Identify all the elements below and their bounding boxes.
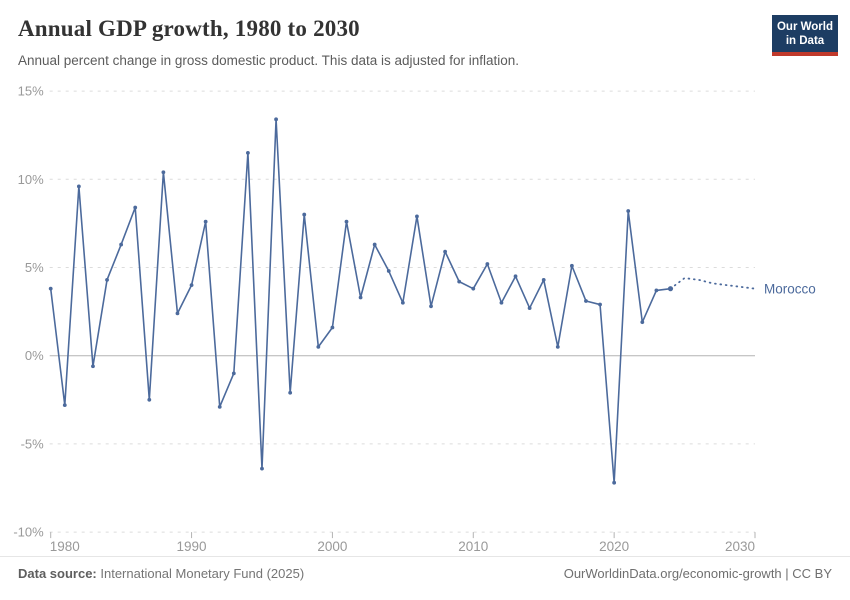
x-tick-label: 1990 [177,539,207,554]
data-source-value: International Monetary Fund (2025) [96,566,305,581]
data-point[interactable] [260,466,264,471]
owid-logo-line2: in Data [785,35,825,47]
y-tick-label: -5% [21,436,45,451]
data-point[interactable] [386,269,391,273]
data-point[interactable] [640,320,645,325]
data-point[interactable] [541,277,546,282]
y-tick-label: 15% [18,84,44,99]
data-point[interactable] [584,299,588,303]
data-point[interactable] [654,288,659,293]
chart-footer: Data source: International Monetary Fund… [0,556,850,600]
data-point[interactable] [415,214,419,219]
data-point[interactable] [400,300,405,305]
data-point[interactable] [555,344,560,349]
data-point[interactable] [598,302,602,307]
x-tick-label: 2020 [599,539,629,554]
data-point[interactable] [119,242,124,247]
data-point[interactable] [485,262,490,266]
data-point[interactable] [316,344,321,349]
data-point[interactable] [429,304,433,309]
data-point[interactable] [612,480,617,485]
data-point[interactable] [471,286,476,291]
data-point[interactable] [626,209,631,213]
data-point[interactable] [175,311,180,316]
data-source-label: Data source: [18,566,97,581]
data-source: Data source: International Monetary Fund… [18,566,304,581]
entity-label[interactable]: Morocco [764,281,816,296]
data-point[interactable] [161,170,166,175]
y-tick-label: 0% [25,348,44,363]
footer-credit-link[interactable]: OurWorldinData.org/economic-growth | CC … [563,566,832,581]
data-point[interactable] [133,205,138,210]
data-point[interactable] [217,404,222,409]
data-point[interactable] [274,117,278,122]
data-point[interactable] [358,295,363,300]
projection-line[interactable] [669,277,756,290]
y-tick-label: 5% [25,260,44,275]
data-point[interactable] [203,219,208,224]
page-subtitle: Annual percent change in gross domestic … [18,53,520,68]
data-point[interactable] [62,403,67,407]
owid-logo-line1: Our World [776,21,833,33]
data-point[interactable] [147,397,152,402]
gdp-growth-chart[interactable]: 15% 10% 5% 0% -5% -10% 1980 1990 2000 2010 2020 203… [0,80,850,556]
data-point[interactable] [527,306,532,310]
x-tick-label: 2030 [725,539,755,554]
series-line[interactable] [49,118,671,484]
data-point[interactable] [105,277,109,282]
x-tick-label: 1980 [50,539,80,554]
data-point[interactable] [231,371,236,376]
data-point[interactable] [189,283,194,288]
page-title: Annual GDP growth, 1980 to 2030 [18,16,360,41]
x-tick-label: 2010 [458,539,488,554]
data-point[interactable] [76,184,81,189]
data-point[interactable] [499,300,504,305]
y-tick-label: 10% [18,172,44,187]
data-point[interactable] [48,286,53,291]
data-point[interactable] [372,242,377,247]
x-tick-label: 2000 [317,539,347,554]
y-tick-label: -10% [13,525,44,540]
data-point[interactable] [288,390,293,395]
data-point[interactable] [457,279,462,284]
data-point[interactable] [330,325,335,330]
data-point[interactable] [344,219,349,224]
data-point[interactable] [91,364,95,369]
data-point[interactable] [302,212,307,217]
owid-logo[interactable]: Our World in Data [772,15,838,56]
data-point[interactable] [246,150,250,155]
data-point[interactable] [443,249,448,254]
data-point[interactable] [513,274,518,279]
data-point[interactable] [569,263,574,268]
